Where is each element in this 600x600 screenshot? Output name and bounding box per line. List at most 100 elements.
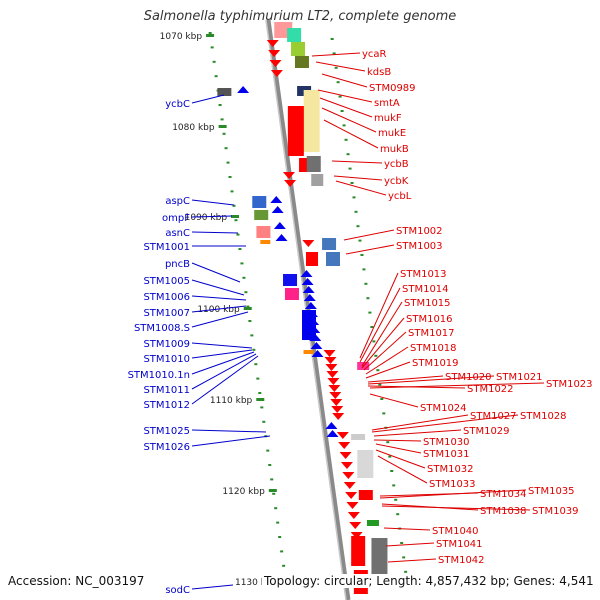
gene-label-stm1023[interactable]: STM1023 <box>546 379 593 390</box>
label-leader <box>379 489 527 499</box>
gene-arrow-right <box>343 482 356 489</box>
gene-arrow-right <box>332 413 345 420</box>
gene-label-stm1041[interactable]: STM1041 <box>436 539 483 550</box>
gene-label-mukb[interactable]: mukB <box>380 144 409 155</box>
label-leader <box>367 375 495 385</box>
gene-arrow-left <box>301 278 314 285</box>
gene-label-stm1029[interactable]: STM1029 <box>463 426 510 437</box>
gene-label-stm1005[interactable]: STM1005 <box>143 276 190 287</box>
scale-dot-right <box>332 52 336 55</box>
gene-label-stm1020[interactable]: STM1020 <box>445 372 492 383</box>
gene-arrow-right <box>266 40 279 47</box>
gene-label-stm1038[interactable]: STM1038 <box>480 506 527 517</box>
scale-dot-left <box>250 334 254 337</box>
scale-dot-right <box>360 254 364 256</box>
gene-label-stm1011[interactable]: STM1011 <box>143 385 190 396</box>
label-leader <box>191 305 247 313</box>
gene-label-stm1035[interactable]: STM1035 <box>528 486 575 497</box>
scale-dot-right <box>356 225 360 228</box>
label-leader <box>191 262 241 283</box>
scale-dot-right <box>370 326 374 328</box>
gene-arrow-left <box>270 196 283 203</box>
label-leader <box>377 455 428 484</box>
scale-dot-right <box>364 282 368 285</box>
gene-label-smta[interactable]: smtA <box>374 98 400 109</box>
gene-label-stm1031[interactable]: STM1031 <box>423 449 470 460</box>
gene-label-ompf[interactable]: ompF <box>162 213 190 224</box>
scale-dot-right <box>374 354 378 357</box>
gene-label-stm1028[interactable]: STM1028 <box>520 411 567 422</box>
scale-dot-right <box>388 455 392 458</box>
label-leader <box>319 97 373 118</box>
gene-arrow-left <box>303 294 316 301</box>
label-leader <box>387 558 437 563</box>
gene-label-ycbc[interactable]: ycbC <box>165 99 190 110</box>
gene-block <box>256 226 271 238</box>
gene-label-stm1042[interactable]: STM1042 <box>438 555 485 566</box>
gene-label-stm1012[interactable]: STM1012 <box>143 400 190 411</box>
gene-label-stm1019[interactable]: STM1019 <box>412 358 459 369</box>
gene-label-stm1024[interactable]: STM1024 <box>420 403 467 414</box>
gene-label-stm1022[interactable]: STM1022 <box>467 384 514 395</box>
scale-dot-right <box>366 297 370 300</box>
scale-dot-right <box>344 138 348 141</box>
gene-label-kdsb[interactable]: kdsB <box>367 67 391 78</box>
gene-label-stm1001[interactable]: STM1001 <box>143 242 190 253</box>
gene-label-stm1013[interactable]: STM1013 <box>400 269 447 280</box>
gene-label-stm1014[interactable]: STM1014 <box>402 284 449 295</box>
scale-dot-right <box>368 311 372 314</box>
scale-dot-left <box>280 550 284 553</box>
gene-label-sodc[interactable]: sodC <box>165 585 190 596</box>
gene-label-asnc[interactable]: asnC <box>165 228 190 239</box>
scale-dot-right <box>372 340 376 343</box>
gene-label-stm1010-1n[interactable]: STM1010.1n <box>128 370 190 381</box>
label-leader <box>331 160 383 164</box>
gene-label-mukf[interactable]: mukF <box>374 113 402 124</box>
scale-dot-left <box>278 536 282 538</box>
gene-label-muke[interactable]: mukE <box>378 128 406 139</box>
gene-label-ycbl[interactable]: ycbL <box>388 191 412 202</box>
gene-block <box>351 536 366 566</box>
gene-label-stm0989[interactable]: STM0989 <box>369 83 416 94</box>
gene-label-stm1015[interactable]: STM1015 <box>404 298 451 309</box>
gene-label-stm1007[interactable]: STM1007 <box>143 308 190 319</box>
gene-label-stm1003[interactable]: STM1003 <box>396 241 443 252</box>
gene-label-stm1006[interactable]: STM1006 <box>143 292 190 303</box>
label-leader <box>191 215 233 218</box>
gene-label-stm1010[interactable]: STM1010 <box>143 354 190 365</box>
gene-label-stm1026[interactable]: STM1026 <box>143 442 190 453</box>
gene-label-stm1027[interactable]: STM1027 <box>470 411 517 422</box>
gene-label-stm1040[interactable]: STM1040 <box>432 526 479 537</box>
gene-arrow-right <box>324 357 337 364</box>
label-leader <box>371 414 519 433</box>
scale-dot-left <box>244 291 248 294</box>
scale-dot-right <box>342 124 346 127</box>
gene-label-pncb[interactable]: pncB <box>165 259 190 270</box>
gene-label-stm1032[interactable]: STM1032 <box>427 464 474 475</box>
gene-label-stm1008-s[interactable]: STM1008.S <box>134 323 190 334</box>
gene-label-ycbb[interactable]: ycbB <box>384 159 409 170</box>
gene-block <box>252 196 267 208</box>
gene-label-aspc[interactable]: aspC <box>165 196 190 207</box>
gene-label-ycbk[interactable]: ycbK <box>384 176 409 187</box>
gene-label-stm1039[interactable]: STM1039 <box>532 506 579 517</box>
gene-label-stm1002[interactable]: STM1002 <box>396 226 443 237</box>
gene-label-stm1030[interactable]: STM1030 <box>423 437 470 448</box>
label-leader <box>365 361 411 379</box>
gene-label-stm1025[interactable]: STM1025 <box>143 426 190 437</box>
gene-arrow-right <box>349 522 362 529</box>
gene-label-stm1009[interactable]: STM1009 <box>143 339 190 350</box>
gene-arrow-right <box>329 392 342 399</box>
gene-label-stm1018[interactable]: STM1018 <box>410 343 457 354</box>
scale-dot-right <box>350 182 354 184</box>
scale-dot-left <box>214 75 218 78</box>
gene-arrow-right <box>336 432 349 439</box>
gene-label-stm1033[interactable]: STM1033 <box>429 479 476 490</box>
gene-label-ycar[interactable]: ycaR <box>362 49 387 60</box>
gene-label-stm1021[interactable]: STM1021 <box>496 372 543 383</box>
scale-dot-right <box>380 398 384 400</box>
kbp-tick <box>206 34 215 37</box>
gene-label-stm1034[interactable]: STM1034 <box>480 489 527 500</box>
gene-label-stm1016[interactable]: STM1016 <box>406 314 453 325</box>
gene-label-stm1017[interactable]: STM1017 <box>408 328 455 339</box>
